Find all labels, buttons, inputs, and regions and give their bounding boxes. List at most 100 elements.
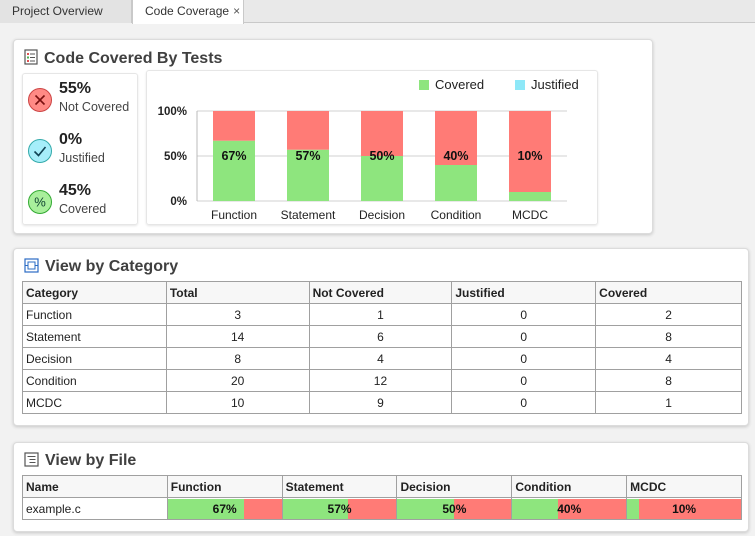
bar-segment: [213, 111, 255, 141]
coverage-panel: Code Covered By Tests 55% Not Covered 0%…: [13, 39, 653, 234]
function-coverage-cell: 67%: [166, 497, 283, 520]
x-tick-label: Condition: [431, 208, 482, 222]
coverage-bar-label: 57%: [327, 501, 352, 516]
column-header[interactable]: Condition: [511, 475, 628, 498]
covered-label: Covered: [59, 202, 107, 216]
tab-project-overview-label: Project Overview: [12, 4, 103, 18]
coverage-bar: 40%: [512, 498, 627, 519]
bar-segment: [287, 149, 329, 201]
table-cell: 6: [308, 325, 453, 348]
table-row[interactable]: Decision 8 4 0 4: [22, 347, 742, 370]
check-circle-icon: [28, 139, 52, 163]
table-cell: 0: [451, 347, 597, 370]
bar-segment: [509, 192, 551, 201]
coverage-panel-title-row: Code Covered By Tests: [24, 49, 222, 68]
bar-data-label: 40%: [443, 149, 468, 163]
table-cell: 1: [595, 391, 742, 414]
x-tick-label: Decision: [359, 208, 405, 222]
close-icon[interactable]: ×: [233, 4, 241, 18]
table-cell: 4: [308, 347, 453, 370]
x-tick-label: Function: [211, 208, 257, 222]
table-row[interactable]: MCDC 10 9 0 1: [22, 391, 742, 414]
column-header[interactable]: MCDC: [626, 475, 742, 498]
table-row[interactable]: Statement 14 6 0 8: [22, 325, 742, 348]
coverage-bar-label: 40%: [557, 501, 582, 516]
category-panel-title: View by Category: [45, 258, 179, 275]
table-cell: 0: [451, 369, 597, 392]
column-header[interactable]: Statement: [281, 475, 398, 498]
justified-label: Justified: [59, 151, 105, 165]
table-cell: Statement: [22, 325, 167, 348]
table-cell: 9: [308, 391, 453, 414]
table-cell: 0: [451, 303, 597, 326]
legend-label: Covered: [435, 77, 484, 92]
x-circle-icon: [28, 88, 52, 112]
category-table: Category Total Not Covered Justified Cov…: [22, 281, 742, 414]
table-cell: 8: [595, 325, 742, 348]
table-cell: 10: [165, 391, 310, 414]
summary-covered: % 45% Covered: [27, 182, 137, 226]
column-header[interactable]: Decision: [396, 475, 513, 498]
column-header[interactable]: Not Covered: [308, 281, 453, 304]
tab-code-coverage-label: Code Coverage: [145, 4, 230, 18]
file-panel-title: View by File: [45, 452, 137, 469]
statement-coverage-cell: 57%: [281, 497, 398, 520]
file-name-cell[interactable]: example.c: [22, 497, 168, 520]
coverage-bar: 67%: [167, 498, 282, 519]
table-cell: Decision: [22, 347, 167, 370]
category-panel-title-row: View by Category: [24, 258, 178, 276]
coverage-summary: 55% Not Covered 0% Justified % 45% Cover…: [22, 73, 138, 225]
table-cell: 8: [595, 369, 742, 392]
column-header[interactable]: Category: [22, 281, 167, 304]
bar-data-label: 57%: [295, 149, 320, 163]
tab-code-coverage[interactable]: Code Coverage ×: [132, 0, 244, 24]
coverage-bar-label: 50%: [442, 501, 467, 516]
coverage-bar: 10%: [627, 498, 741, 519]
table-cell: 20: [165, 369, 310, 392]
coverage-chart: Covered Justified 0% 50% 100% 67% Function 57% S…: [146, 70, 598, 225]
justified-percent: 0%: [59, 131, 83, 148]
table-cell: 0: [451, 391, 597, 414]
column-header[interactable]: Total: [165, 281, 310, 304]
table-cell: MCDC: [22, 391, 167, 414]
y-tick-label: 0%: [170, 196, 187, 208]
table-cell: Condition: [22, 369, 167, 392]
table-cell: 4: [595, 347, 742, 370]
table-cell: 2: [595, 303, 742, 326]
tab-project-overview[interactable]: Project Overview: [0, 0, 132, 23]
file-table-header: Name Function Statement Decision Conditi…: [22, 475, 742, 498]
table-row[interactable]: Condition 20 12 0 8: [22, 369, 742, 392]
svg-text:%: %: [34, 195, 46, 210]
decision-coverage-cell: 50%: [396, 497, 513, 520]
bar-segment: [361, 111, 403, 156]
x-tick-label: Statement: [281, 208, 336, 222]
y-tick-label: 50%: [164, 151, 187, 163]
report-icon: [24, 49, 38, 65]
column-header[interactable]: Function: [166, 475, 283, 498]
coverage-bar: 50%: [397, 498, 512, 519]
coverage-bar-label: 10%: [672, 501, 697, 516]
condition-coverage-cell: 40%: [511, 497, 628, 520]
table-row[interactable]: Function 3 1 0 2: [22, 303, 742, 326]
table-row[interactable]: example.c 67% 57% 50% 40% 10%: [22, 497, 742, 520]
category-icon: [24, 258, 39, 273]
table-cell: 14: [165, 325, 310, 348]
y-tick-label: 100%: [158, 106, 187, 118]
legend-label: Justified: [531, 77, 579, 92]
file-table: Name Function Statement Decision Conditi…: [22, 475, 742, 520]
table-cell: 8: [165, 347, 310, 370]
column-header[interactable]: Name: [22, 475, 168, 498]
legend-swatch: [515, 80, 525, 90]
covered-percent: 45%: [59, 182, 92, 199]
column-header[interactable]: Justified: [451, 281, 597, 304]
bar-segment: [435, 165, 477, 201]
bar-segment: [361, 156, 403, 201]
bar-data-label: 10%: [517, 149, 542, 163]
table-cell: 1: [308, 303, 453, 326]
coverage-bar: 57%: [282, 498, 397, 519]
coverage-bar-chart: Covered Justified 0% 50% 100% 67% Function 57% S…: [158, 77, 579, 222]
table-cell: 3: [165, 303, 310, 326]
column-header[interactable]: Covered: [595, 281, 742, 304]
coverage-panel-title: Code Covered By Tests: [44, 50, 223, 67]
table-cell: Function: [22, 303, 167, 326]
